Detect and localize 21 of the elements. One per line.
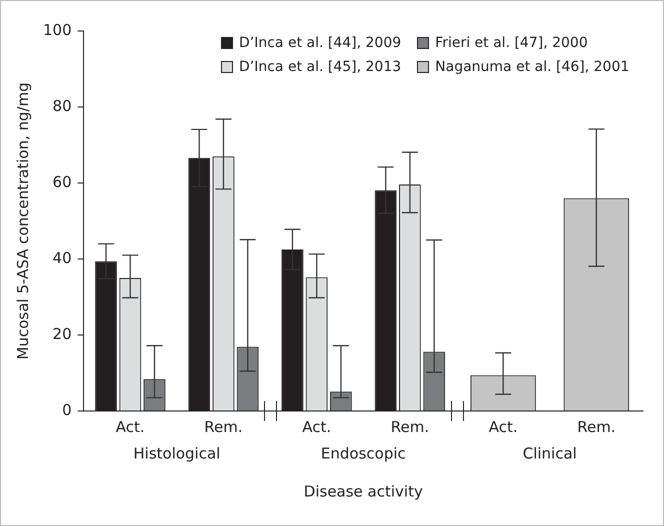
legend-label: D’Inca et al. [44], 2009: [239, 35, 402, 51]
y-tick-label: 100: [42, 20, 72, 39]
x-axis-title: Disease activity: [304, 482, 423, 500]
legend-label: D’Inca et al. [45], 2013: [239, 59, 402, 75]
legend-label: Frieri et al. [47], 2000: [435, 35, 588, 51]
x-tick-label: Act.: [116, 418, 145, 436]
y-tick-label: 80: [52, 96, 72, 115]
x-tick-label: Rem.: [204, 418, 243, 436]
y-tick-label: 0: [62, 400, 72, 419]
y-axis-title: Mucosal 5-ASA concentration, ng/mg: [14, 82, 32, 360]
y-tick-label: 60: [52, 172, 72, 191]
text: Clinical: [522, 444, 577, 462]
x-tick-label: Rem.: [390, 418, 430, 436]
y-tick-label: 40: [52, 248, 72, 267]
text: Endoscopic: [320, 444, 406, 462]
x-tick-label: Act.: [302, 418, 332, 436]
x-tick-label: Act.: [488, 418, 518, 436]
x-tick-label: Rem.: [577, 418, 616, 436]
y-tick-label: 20: [52, 324, 72, 343]
text: Histological: [133, 444, 220, 462]
legend-label: Naganuma et al. [46], 2001: [435, 59, 630, 75]
